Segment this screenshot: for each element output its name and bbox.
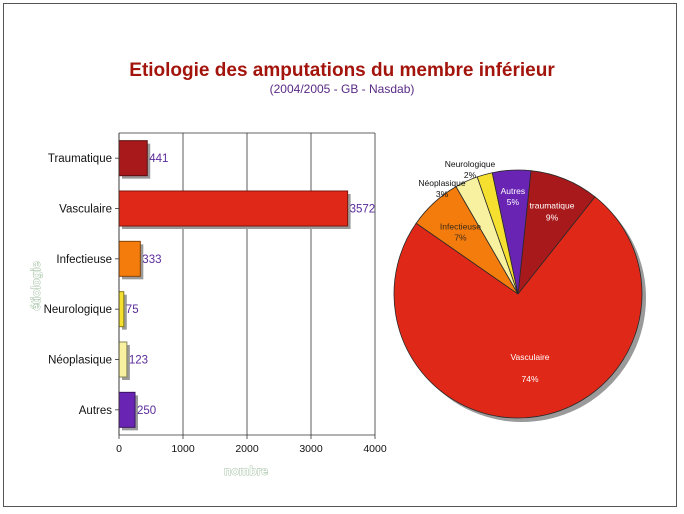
bar-value-label: 250	[137, 405, 156, 417]
x-tick-label: 4000	[363, 443, 387, 455]
pie-label-percent: 2%	[464, 170, 477, 180]
bar-value-label: 75	[126, 304, 139, 316]
bar-value-label: 333	[142, 254, 161, 266]
category-label: Néoplasique	[48, 355, 112, 367]
category-label: Vasculaire	[59, 204, 112, 216]
bar-shadow	[122, 294, 127, 330]
pie-slice-autres	[491, 169, 532, 295]
bar	[118, 341, 128, 378]
bar	[118, 190, 349, 227]
pie-slice-vasculaire	[393, 196, 643, 419]
category-label: Infectieuse	[56, 254, 112, 266]
bar-value-label: 123	[129, 355, 148, 367]
pie-label-percent: 7%	[454, 232, 467, 242]
pie-label-name: Neurologique	[445, 159, 496, 169]
x-tick-label: 2000	[235, 443, 259, 455]
bar-value-label: 441	[149, 153, 168, 165]
slide-title: Etiologie des amputations du membre infé…	[129, 60, 555, 81]
x-tick-label: 0	[116, 443, 122, 455]
category-label: Autres	[79, 405, 112, 417]
category-label: Traumatique	[48, 153, 112, 165]
pie-label-name: traumatique	[530, 201, 575, 211]
pie-label-name: Autres	[501, 186, 526, 196]
pie-label-percent: 9%	[546, 213, 559, 223]
bar-value-label: 3572	[350, 204, 376, 216]
bar	[118, 391, 136, 428]
bar	[118, 240, 141, 277]
pie-label-name: Néoplasique	[418, 178, 466, 188]
y-axis-title: étiologie	[29, 261, 43, 311]
pie-label-name: Infectieuse	[440, 221, 481, 231]
slide-subtitle: (2004/2005 - GB - Nasdab)	[269, 82, 415, 96]
x-axis-title: nombre	[224, 464, 268, 478]
bar-chart: 0 1000 2000 3000 4000 Traumatique 441 Vasculair…	[29, 132, 387, 478]
x-tick-label: 1000	[171, 443, 195, 455]
bar	[118, 140, 148, 177]
pie-label-name: Vasculaire	[510, 352, 549, 362]
pie-label-percent: 74%	[521, 374, 538, 384]
pie-label-percent: 3%	[436, 189, 449, 199]
category-label: Neurologique	[44, 304, 112, 316]
bar	[118, 291, 125, 328]
pie-label-percent: 5%	[507, 197, 520, 207]
x-tick-label: 3000	[299, 443, 323, 455]
